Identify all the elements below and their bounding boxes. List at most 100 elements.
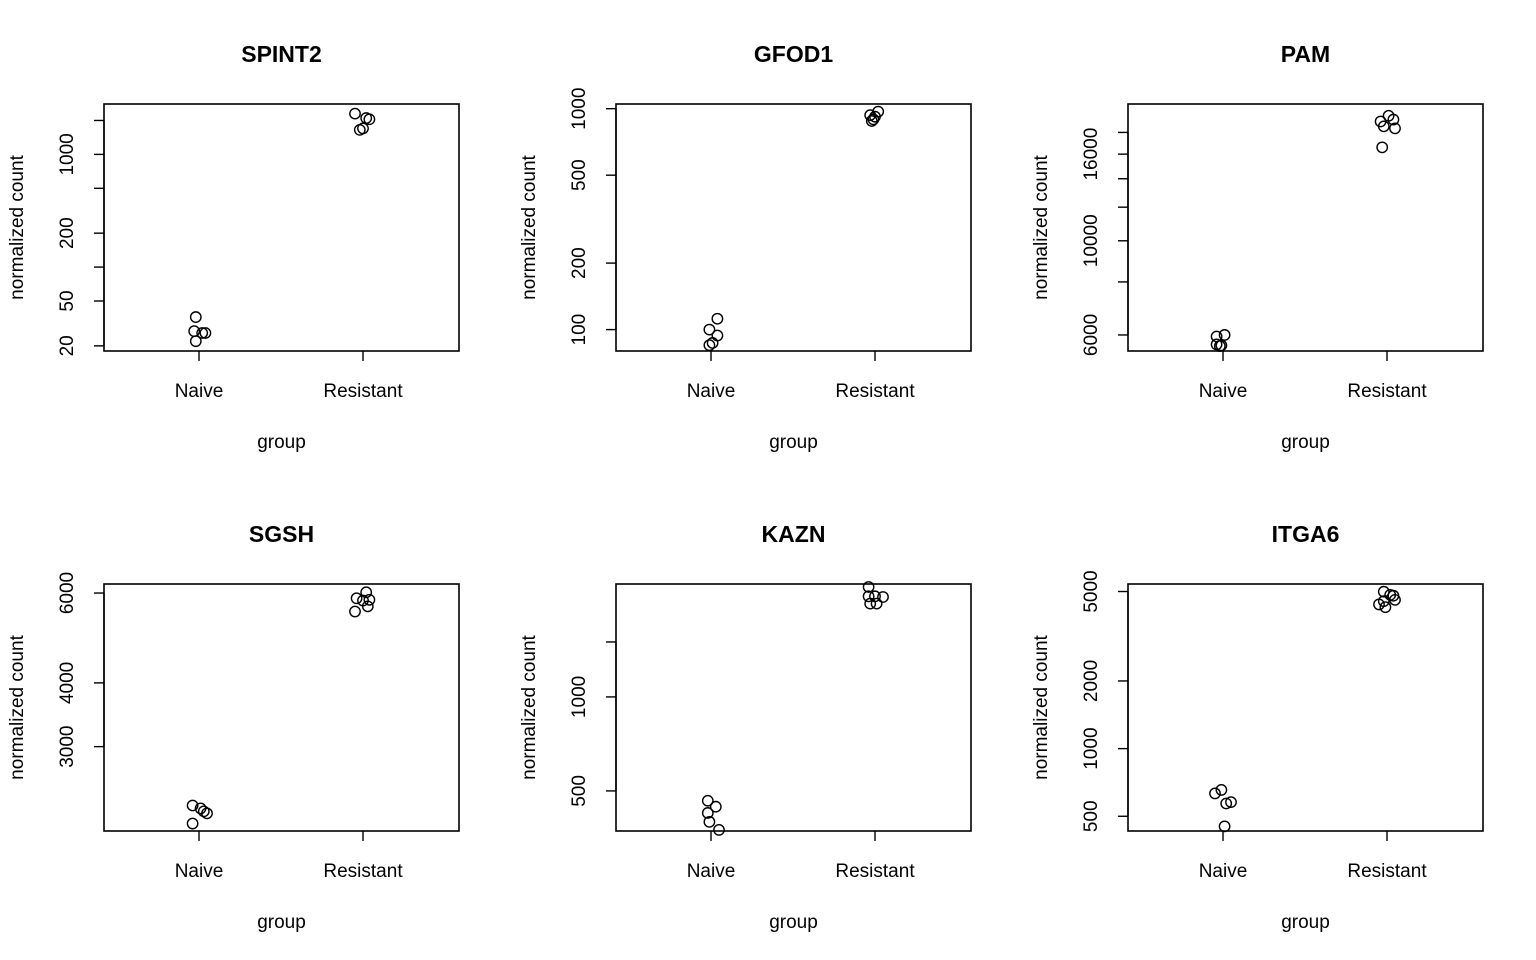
data-point-naive [199,327,212,339]
data-point-naive [196,327,209,339]
data-point-resistant [870,597,883,610]
panel-itga6: ITGA6 500 1000 2000 5000 Naive Resistant group n… [1031,521,1484,933]
data-point-resistant [1379,601,1392,614]
x-tick-label-naive: Naive [175,381,224,402]
data-point-resistant [1377,585,1390,598]
x-tick-label-naive: Naive [687,861,736,882]
y-axis-label: normalized count [519,154,540,299]
y-tick-label: 20 [57,335,78,356]
data-point-naive [1215,784,1228,796]
data-point-naive [1209,787,1221,800]
data-point-resistant [1387,113,1400,126]
x-tick-label-resistant: Resistant [323,861,403,882]
data-point-naive [1218,820,1231,833]
data-point-resistant [363,113,376,126]
panel-title: SGSH [249,521,314,547]
data-point-naive [201,807,213,820]
panel-spint2: SPINT2 20 50 200 1000 Naive Resistant group norm… [7,41,460,453]
y-tick-label: 1000 [569,676,590,718]
data-point-resistant [1389,122,1401,135]
data-point-resistant [350,592,363,605]
y-tick-label: 500 [1081,800,1102,832]
data-point-resistant [862,581,875,593]
y-axis-label: normalized count [519,634,540,779]
y-tick-label: 500 [569,159,590,191]
data-point-resistant [1376,141,1389,154]
data-point-resistant [862,590,875,603]
x-axis-label: group [1281,912,1330,933]
panel-title: ITGA6 [1272,521,1340,547]
x-tick-label-resistant: Resistant [835,861,915,882]
panel-kazn: KAZN 500 1000 Naive Resistant group normalized… [519,521,972,933]
data-point-naive [186,817,199,830]
y-tick-label: 2000 [1081,660,1102,702]
data-point-resistant [865,115,878,127]
data-point-naive [703,323,716,336]
plot-frame [1127,583,1484,832]
data-point-naive [701,807,714,819]
y-axis-label: normalized count [1031,634,1052,779]
y-tick-label: 1000 [1081,727,1102,769]
data-point-resistant [1377,120,1390,133]
y-tick-label: 5000 [1081,570,1102,612]
plot-frame [615,583,972,832]
data-point-naive [713,824,725,836]
data-point-resistant [1389,593,1401,606]
x-tick-label-naive: Naive [1199,861,1248,882]
data-point-resistant [353,123,366,136]
plot-frame [103,583,460,832]
data-point-resistant [361,600,374,613]
panel-title: GFOD1 [754,41,833,67]
data-point-resistant [349,605,361,618]
panel-title: PAM [1281,41,1330,67]
plot-frame [615,103,972,352]
y-tick-label: 3000 [57,725,78,767]
data-point-resistant [1373,598,1385,611]
x-axis-label: group [769,912,818,933]
x-tick-label-resistant: Resistant [323,381,403,402]
y-tick-label: 6000 [1081,314,1102,356]
data-point-resistant [360,586,373,599]
data-point-resistant [363,593,376,606]
panel-pam: PAM 6000 10000 16000 Naive Resistant group norm… [1031,41,1484,453]
data-point-resistant [864,597,877,610]
x-axis-label: group [257,432,306,453]
data-point-naive [701,794,714,807]
data-point-naive [1213,340,1226,352]
data-point-resistant [867,113,880,126]
plot-frame [1127,103,1484,352]
data-point-naive [1220,797,1233,810]
y-tick-label: 200 [57,217,78,249]
x-axis-label: group [257,912,306,933]
y-tick-label: 100 [569,314,590,346]
x-tick-label-naive: Naive [1199,381,1248,402]
data-point-naive [711,329,724,342]
x-tick-label-resistant: Resistant [835,381,915,402]
data-point-naive [703,815,716,828]
panel-gfod1: GFOD1 100 200 500 1000 Naive Resistant group nor… [519,41,972,453]
y-axis-label: normalized count [7,154,28,299]
data-point-naive [706,337,719,349]
data-point-naive [709,800,722,813]
panel-sgsh: SGSH 3000 4000 6000 Naive Resistant group norma… [7,521,460,933]
y-tick-label: 4000 [57,662,78,704]
x-tick-label-naive: Naive [687,381,736,402]
data-point-resistant [877,591,889,603]
x-tick-label-resistant: Resistant [1347,861,1427,882]
data-point-naive [189,311,202,323]
data-point-resistant [349,107,361,120]
data-point-naive [711,312,724,325]
y-tick-label: 6000 [57,572,78,614]
y-tick-label: 10000 [1081,214,1102,267]
x-tick-label-naive: Naive [175,861,224,882]
y-axis-label: normalized count [1031,154,1052,299]
y-axis-label: normalized count [7,634,28,779]
y-tick-label: 200 [569,247,590,279]
x-axis-label: group [1281,432,1330,453]
x-tick-label-resistant: Resistant [1347,381,1427,402]
plot-frame [103,103,460,352]
panel-title: KAZN [762,521,826,547]
y-tick-label: 50 [57,290,78,311]
y-tick-label: 1000 [569,88,590,130]
data-point-naive [189,335,202,348]
